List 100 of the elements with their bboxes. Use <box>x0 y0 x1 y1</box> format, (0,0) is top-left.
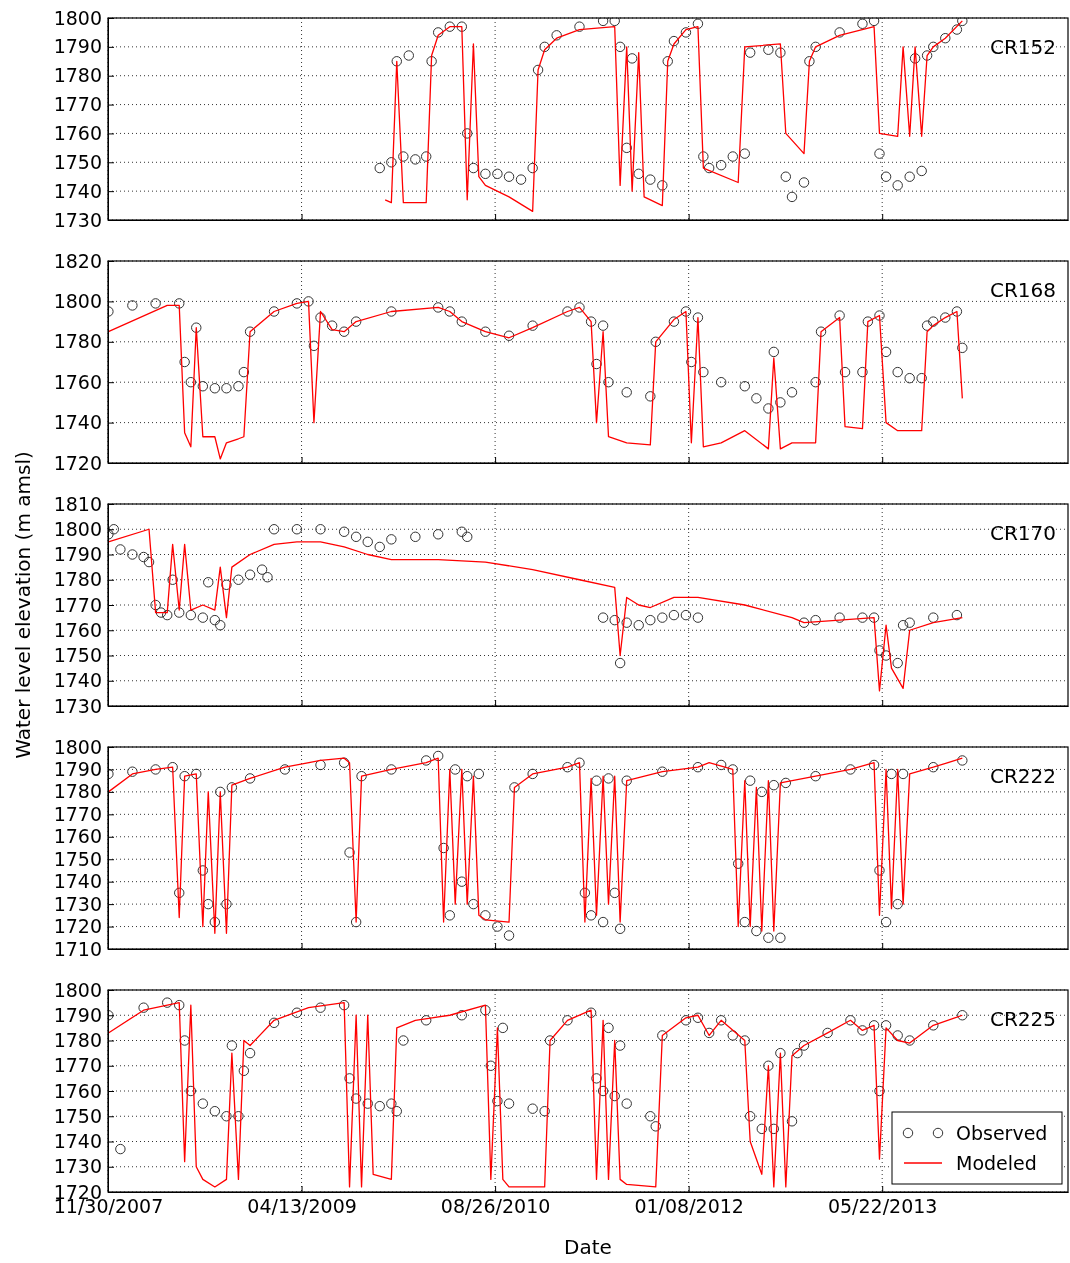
point <box>233 574 244 585</box>
y-tick-label: 1770 <box>53 802 102 825</box>
point <box>609 614 620 626</box>
point <box>834 612 845 623</box>
y-tick-label: 1730 <box>53 208 102 231</box>
y-axis-title: Water level elevation (m amsl) <box>11 451 35 759</box>
y-tick-label: 1810 <box>53 492 102 515</box>
point <box>197 612 209 623</box>
y-tick-label: 1770 <box>53 93 102 116</box>
text: CR225 <box>989 1007 1056 1031</box>
point <box>456 526 468 537</box>
y-tick-label: 1750 <box>53 847 102 870</box>
y-tick-label: 1800 <box>53 978 102 1001</box>
y-tick-label: 1750 <box>53 1104 102 1127</box>
point <box>374 541 385 553</box>
point <box>904 617 915 628</box>
point <box>203 577 214 588</box>
y-tick-label: 1770 <box>53 1054 102 1077</box>
point <box>432 529 444 540</box>
point <box>657 612 668 623</box>
y-tick-label: 1780 <box>53 64 102 87</box>
point <box>138 551 149 563</box>
y-tick-label: 1740 <box>53 179 102 202</box>
point <box>127 549 138 560</box>
point <box>798 617 810 628</box>
x-tick-label: 05/22/2013 <box>827 1195 938 1218</box>
point <box>221 579 232 591</box>
point <box>268 524 280 535</box>
y-tick-label: 1800 <box>53 735 102 758</box>
point <box>597 612 609 623</box>
y-tick-label: 1720 <box>53 915 102 938</box>
y-tick-label: 1780 <box>53 1029 102 1052</box>
y-tick-label: 1750 <box>53 150 102 173</box>
y-tick-label: 1760 <box>53 122 102 145</box>
point <box>362 536 373 548</box>
y-tick-label: 1790 <box>53 758 102 781</box>
y-tick-label: 1790 <box>53 543 102 566</box>
point <box>167 574 178 585</box>
point <box>244 569 256 580</box>
y-tick-label: 1790 <box>53 1003 102 1026</box>
point <box>692 612 704 623</box>
y-tick-label: 1740 <box>53 870 102 893</box>
point <box>338 526 350 537</box>
point <box>386 534 397 545</box>
point <box>315 524 326 535</box>
text: CR170 <box>989 521 1056 545</box>
point <box>108 524 120 535</box>
y-tick-label: 1800 <box>53 289 102 312</box>
point <box>892 657 903 669</box>
point <box>645 614 656 626</box>
y-tick-label: 1730 <box>53 694 102 717</box>
y-tick-label: 1760 <box>53 618 102 641</box>
point <box>928 612 939 623</box>
point <box>874 645 885 656</box>
point <box>410 531 421 543</box>
point <box>668 609 680 621</box>
point <box>951 609 963 621</box>
point <box>868 612 880 623</box>
point <box>857 612 868 623</box>
x-tick-label: 01/08/2012 <box>634 1195 744 1218</box>
point <box>291 524 303 535</box>
y-tick-label: 1780 <box>53 780 102 803</box>
y-tick-label: 1760 <box>53 370 102 393</box>
point <box>621 617 632 628</box>
y-tick-label: 1750 <box>53 644 102 667</box>
point <box>897 619 909 631</box>
y-tick-label: 1790 <box>53 35 102 58</box>
point <box>633 619 644 631</box>
y-tick-label: 1740 <box>53 1130 102 1153</box>
legend-label: Modeled <box>956 1152 1037 1174</box>
point <box>262 572 273 583</box>
point <box>185 609 197 621</box>
point <box>350 531 362 543</box>
y-tick-label: 1730 <box>53 892 102 915</box>
y-tick-label: 1820 <box>53 249 102 272</box>
point <box>256 564 268 575</box>
y-tick-label: 1770 <box>53 593 102 616</box>
line-series <box>108 528 963 692</box>
point <box>215 619 226 631</box>
x-axis-title: Date <box>564 1235 612 1259</box>
y-tick-label: 1740 <box>53 669 102 692</box>
y-tick-label: 1710 <box>53 937 102 960</box>
y-tick-label: 1780 <box>53 330 102 353</box>
x-tick-label: 04/13/2009 <box>247 1195 357 1218</box>
line-series <box>108 300 963 460</box>
y-tick-label: 1800 <box>53 6 102 29</box>
y-tick-label: 1730 <box>53 1155 102 1178</box>
x-tick-label: 08/26/2010 <box>440 1195 551 1218</box>
point <box>150 599 161 611</box>
point <box>155 607 167 618</box>
point <box>680 609 692 621</box>
y-tick-label: 1780 <box>53 568 102 591</box>
y-tick-label: 1800 <box>53 517 102 540</box>
point <box>462 531 473 543</box>
point <box>143 556 155 568</box>
point <box>115 544 126 555</box>
text: CR168 <box>989 278 1056 302</box>
y-tick-label: 1720 <box>53 451 102 474</box>
text: CR152 <box>989 35 1056 59</box>
point <box>810 614 821 626</box>
